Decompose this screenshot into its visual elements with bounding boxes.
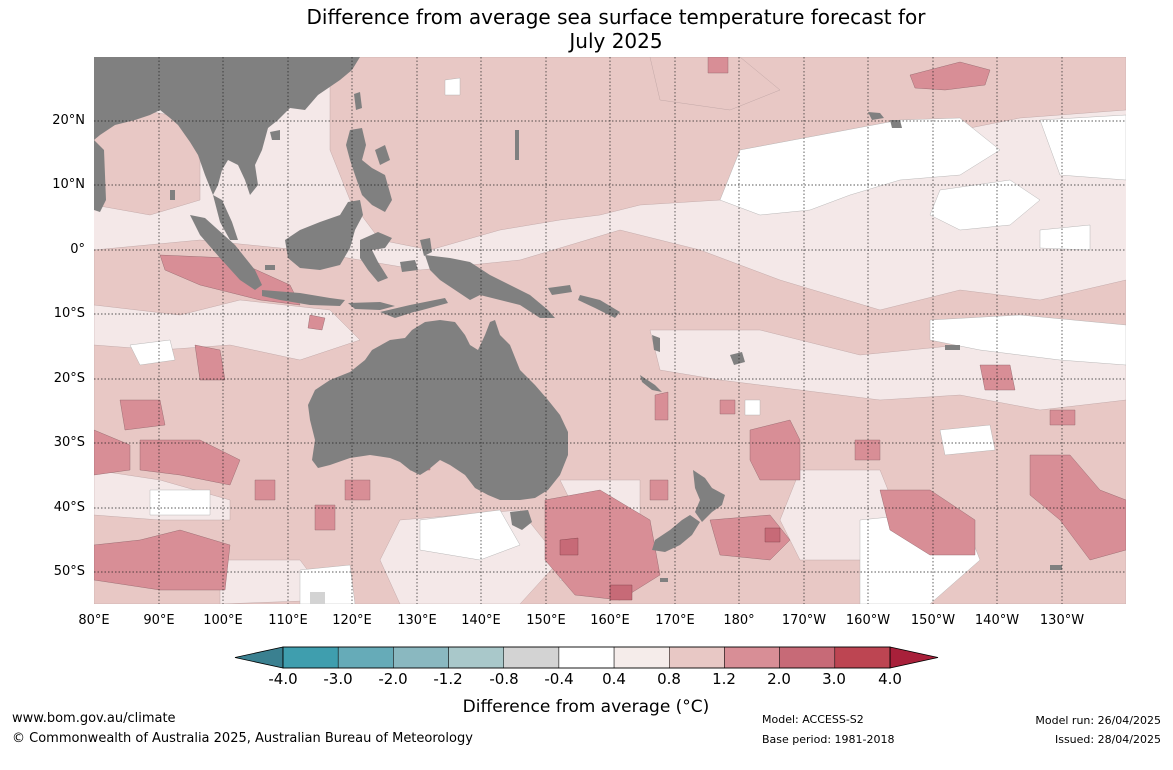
colorbar-cell [834,646,891,669]
lon-label-140w: 140°W [974,613,1020,628]
colorbar-cell [779,646,836,669]
colorbar-tick: -4.0 [268,670,298,688]
lat-label-10s: 10°S [53,306,85,321]
copyright-text: © Commonwealth of Australia 2025, Austra… [12,731,473,746]
base-period: Base period: 1981-2018 [762,733,895,746]
colorbar [234,646,939,669]
colorbar-cell [724,646,780,669]
colorbar-high-extension [889,646,939,669]
lon-label-120e: 120°E [332,613,372,628]
lon-label-140e: 140°E [461,613,501,628]
colorbar-cell [669,646,725,669]
colorbar-tick: -3.0 [323,670,353,688]
colorbar-cell [558,646,615,669]
colorbar-cell [503,646,560,669]
lon-label-160w: 160°W [845,613,891,628]
lon-label-160e: 160°E [590,613,630,628]
colorbar-tick: 2.0 [767,670,791,688]
lat-label-10n: 10°N [52,177,85,192]
lon-label-170w: 170°W [781,613,827,628]
lon-label-180: 180° [723,613,755,628]
india-tip [94,140,106,212]
colorbar-tick: 3.0 [822,670,846,688]
new-zealand-south [652,515,700,552]
lat-label-20n: 20°N [52,113,85,128]
lat-label-30s: 30°S [53,435,85,450]
australia [308,320,568,500]
colorbar-tick: -0.4 [544,670,574,688]
lon-label-150w: 150°W [910,613,956,628]
title-line-2: July 2025 [569,29,663,53]
anomaly-1.2-2.0-regions [94,57,1126,601]
map-title: Difference from average sea surface temp… [0,5,1173,53]
lat-label-40s: 40°S [53,500,85,515]
asia-mainland [94,57,360,195]
lon-label-130w: 130°W [1039,613,1085,628]
model-run-date: Model run: 26/04/2025 [1035,714,1161,727]
colorbar-cell [393,646,449,669]
model-name: Model: ACCESS-S2 [762,713,864,726]
colorbar-tick: 0.8 [657,670,681,688]
colorbar-cell [448,646,504,669]
colorbar-tick: -0.8 [489,670,519,688]
lon-label-100e: 100°E [203,613,243,628]
tasmania [510,510,532,530]
colorbar-label: Difference from average (°C) [462,697,710,717]
graticule [94,57,1126,604]
colorbar-tick: -2.0 [378,670,408,688]
website-link[interactable]: www.bom.gov.au/climate [12,711,176,726]
lon-label-130e: 130°E [397,613,437,628]
new-guinea [425,255,555,318]
lon-label-170e: 170°E [655,613,695,628]
colorbar-tick: 0.4 [602,670,626,688]
colorbar-tick: 1.2 [712,670,736,688]
title-line-1: Difference from average sea surface temp… [306,5,926,29]
lon-label-110e: 110°E [268,613,308,628]
lat-label-20s: 20°S [53,371,85,386]
landmasses [94,57,1062,582]
cool-spot [310,592,325,604]
colorbar-cell [282,646,339,669]
lat-label-0: 0° [70,242,85,257]
issued-date: Issued: 28/04/2025 [1054,733,1161,746]
lon-label-80e: 80°E [78,613,110,628]
new-zealand-north [693,470,725,522]
anomaly-2.0-3.0-regions [559,527,781,601]
lat-label-50s: 50°S [53,564,85,579]
colorbar-tick: 4.0 [878,670,902,688]
lon-label-150e: 150°E [526,613,566,628]
lon-label-90e: 90°E [143,613,175,628]
colorbar-cell [613,646,670,669]
colorbar-tick: -1.2 [433,670,463,688]
anomaly-neutral-regions [129,77,1126,604]
colorbar-low-extension [234,646,284,669]
colorbar-cell [337,646,394,669]
